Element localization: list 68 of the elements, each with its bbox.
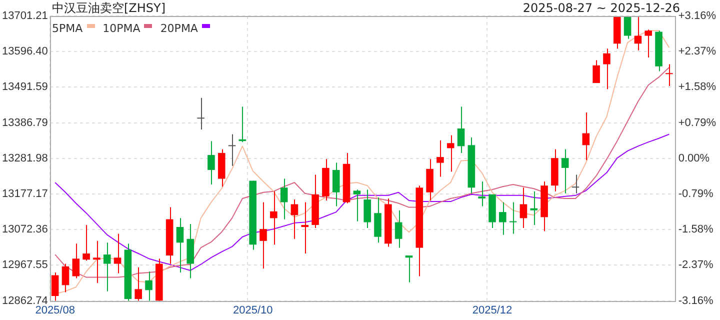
candlestick: [405, 255, 413, 283]
candlestick: [426, 158, 434, 202]
candlestick: [394, 210, 402, 248]
candlestick: [436, 140, 444, 178]
candlestick: [509, 202, 517, 234]
candlestick: [197, 97, 204, 130]
candlestick: [520, 187, 528, 229]
y2-tick-label: -1.58%: [678, 224, 714, 236]
candlestick: [592, 60, 600, 84]
y2-tick-label: -2.37%: [678, 259, 714, 272]
candlestick: [364, 189, 371, 229]
y-tick-label: 13281.98: [2, 152, 48, 164]
candlestick: [280, 178, 288, 220]
y-tick-label: 13701.21: [2, 10, 48, 22]
candlestick: [62, 263, 70, 293]
candlestick: [374, 196, 382, 244]
y2-tick-label: -0.79%: [678, 188, 714, 200]
y-tick-label: 13386.79: [2, 116, 48, 129]
candlestick: [103, 242, 111, 292]
chart-subtitle: 2025-08-27 ~ 2025-12-26: [522, 1, 680, 15]
candlestick: [353, 189, 361, 222]
candlestick: [51, 272, 59, 302]
candlestick: [582, 112, 590, 161]
candlestick: [446, 134, 454, 172]
candlestick: [260, 202, 267, 269]
candlestick: [176, 218, 184, 274]
y2-tick-label: +2.37%: [678, 46, 716, 58]
candlestick: [228, 134, 236, 166]
chart-title: 中汉豆油卖空[ZHSY]: [52, 0, 166, 17]
y-tick-label: 12967.55: [2, 259, 48, 272]
y2-tick-label: +1.58%: [678, 81, 716, 94]
x-tick-label: 2025/10: [232, 304, 273, 316]
candlestick: [72, 243, 80, 279]
candlestick: [332, 162, 340, 207]
candlestick: [666, 64, 673, 87]
candlestick: [561, 148, 569, 194]
y-tick-label: 13491.59: [2, 81, 48, 94]
candlestick: [208, 140, 215, 186]
legend-label: 10PMA: [102, 22, 142, 35]
candlestick: [82, 224, 90, 262]
legend-label: 20PMA: [160, 22, 199, 35]
candlestick: [457, 106, 465, 154]
y2-tick-label: +3.16%: [678, 10, 716, 22]
candlestick: [634, 16, 642, 51]
y2-tick-label: 0.00%: [678, 152, 710, 164]
candlestick: [93, 240, 100, 284]
candlestick: [644, 29, 652, 58]
y-tick-label: 13596.40: [2, 46, 48, 58]
x-tick-label: 2025/12: [472, 304, 512, 316]
candlestick: [301, 202, 309, 254]
y2-tick-label: +0.79%: [678, 116, 716, 129]
legend-label: 5PMA: [52, 22, 84, 35]
candlestick: [530, 190, 538, 226]
y-tick-label: 12862.74: [2, 294, 48, 307]
candlestick: [270, 190, 278, 246]
candlestick: [114, 233, 122, 274]
candlestick: [290, 198, 298, 240]
candlestick: [499, 202, 506, 236]
y2-tick-label: -3.16%: [678, 294, 714, 307]
y-tick-label: 13072.36: [2, 224, 48, 236]
candlestick: [603, 48, 610, 90]
y-tick-label: 13177.17: [2, 188, 48, 200]
x-tick-label: 2025/08: [35, 304, 75, 316]
candlestick: [624, 16, 632, 40]
candlestick: [134, 266, 142, 302]
candlestick: [145, 271, 152, 302]
candlestick: [478, 180, 486, 207]
candlestick: [572, 174, 580, 194]
